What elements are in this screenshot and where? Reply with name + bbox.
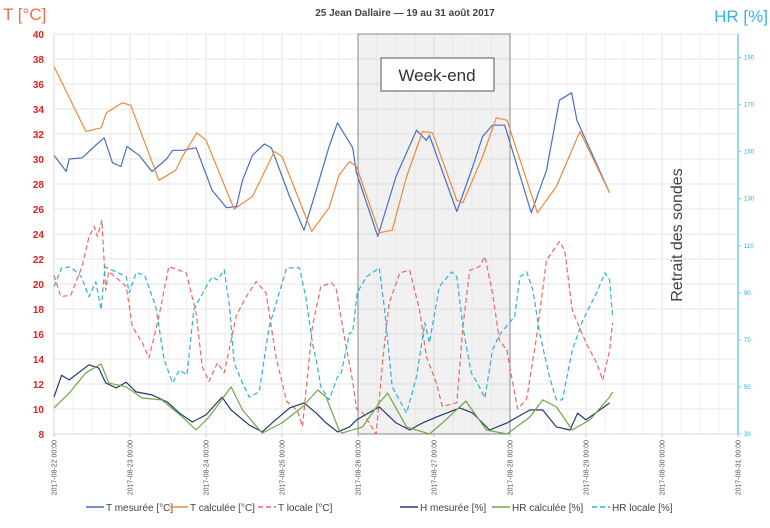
y-axis-left: 40 38 36 34 32 30 28 26 24 22 20 18 16 14 12 10 8 xyxy=(33,30,45,441)
y-tick-label-left: 24 xyxy=(33,230,45,241)
y-tick-label-left: 18 xyxy=(33,305,45,316)
y-tick-label-left: 20 xyxy=(33,280,45,291)
y-tick-label-right: 50 xyxy=(744,385,751,391)
legend-label: HR calculée [%] xyxy=(512,503,583,514)
weekend-label: Week-end xyxy=(398,66,475,85)
y-tick-label-right: 190 xyxy=(744,56,755,62)
legend-label: T locale [°C] xyxy=(278,503,333,514)
legend-label: T mesurée [°C] xyxy=(106,503,173,514)
series-line-t-mesurée xyxy=(53,92,611,238)
y-tick-label-right: 130 xyxy=(744,197,755,203)
legend-label: HR locale [%] xyxy=(612,503,673,514)
gridlines xyxy=(53,33,739,435)
x-tick-label: 2017-08-24 00:00 xyxy=(204,440,211,495)
series-line-hr-locale xyxy=(53,266,614,414)
legend: T mesurée [°C] T calculée [°C] T locale [°… xyxy=(86,503,673,514)
weekend-band xyxy=(357,33,511,435)
x-tick-label: 2017-08-23 00:00 xyxy=(128,440,135,495)
y-tick-label-left: 12 xyxy=(33,380,45,391)
x-tick-label: 2017-08-22 00:00 xyxy=(52,440,59,495)
y-tick-label-left: 40 xyxy=(33,30,45,41)
y-tick-label-left: 22 xyxy=(33,255,45,266)
y-tick-label-right: 70 xyxy=(744,338,751,344)
series-line-hr-calculée xyxy=(53,363,614,435)
y-tick-label-left: 10 xyxy=(33,405,45,416)
x-tick-label: 2017-08-28 00:00 xyxy=(508,440,515,495)
x-tick-label: 2017-08-27 00:00 xyxy=(432,440,439,495)
y-tick-label-left: 32 xyxy=(33,130,45,141)
x-tick-label: 2017-08-30 00:00 xyxy=(660,440,667,495)
series-lines xyxy=(53,66,614,435)
y-tick-label-left: 8 xyxy=(38,430,44,441)
y-tick-label-right: 170 xyxy=(744,103,755,109)
y-axis-left-title: T [°C] xyxy=(3,5,46,24)
x-tick-label: 2017-08-26 00:00 xyxy=(356,440,363,495)
y-tick-label-left: 38 xyxy=(33,55,45,66)
x-axis: 2017-08-22 00:00 2017-08-23 00:00 2017-08-… xyxy=(52,434,743,495)
series-line-t-calculée xyxy=(53,66,611,234)
y-tick-label-right: 110 xyxy=(744,244,754,250)
y-tick-label-right: 30 xyxy=(744,432,751,438)
y-tick-label-left: 16 xyxy=(33,330,45,341)
y-tick-label-right: 90 xyxy=(744,291,751,297)
y-tick-label-left: 28 xyxy=(33,180,45,191)
y-tick-label-right: 150 xyxy=(744,150,755,156)
x-tick-label: 2017-08-31 00:00 xyxy=(736,440,743,495)
legend-label: T calculée [°C] xyxy=(190,503,255,514)
y-axis-right-title: HR [%] xyxy=(714,7,768,26)
probe-removal-label: Retrait des sondes xyxy=(669,168,686,301)
y-tick-label-left: 26 xyxy=(33,205,45,216)
series-line-h-mesurée xyxy=(53,364,610,433)
y-tick-label-left: 34 xyxy=(33,105,45,116)
y-tick-label-left: 30 xyxy=(33,155,45,166)
x-tick-label: 2017-08-29 00:00 xyxy=(584,440,591,495)
weekend-label-box: Week-end xyxy=(380,57,495,92)
x-tick-label: 2017-08-25 00:00 xyxy=(280,440,287,495)
y-tick-label-left: 36 xyxy=(33,80,45,91)
series-line-t-locale xyxy=(53,219,614,435)
legend-label: H mesurée [%] xyxy=(420,503,486,514)
y-axis-right: 190 170 150 130 110 90 70 50 30 xyxy=(738,56,755,438)
y-tick-label-left: 14 xyxy=(33,355,45,366)
chart-title: 25 Jean Dallaire — 19 au 31 août 2017 xyxy=(315,8,495,19)
